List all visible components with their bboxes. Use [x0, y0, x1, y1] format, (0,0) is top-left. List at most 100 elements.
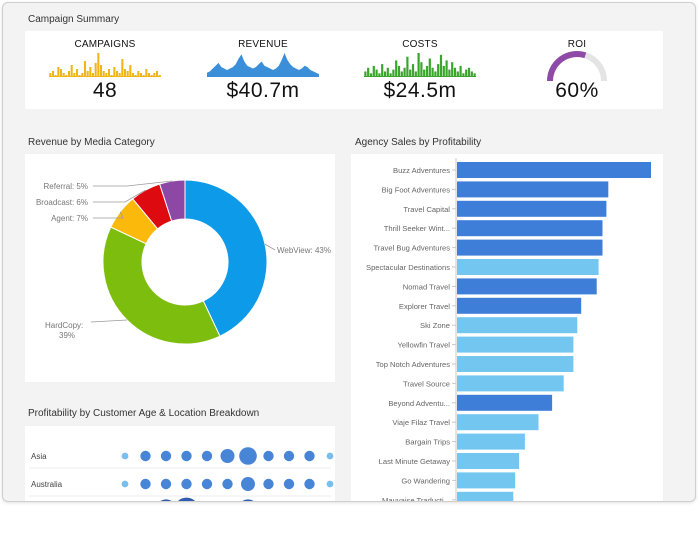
kpi-revenue[interactable]: REVENUE $40.7m [188, 31, 338, 109]
bubble-point[interactable] [263, 478, 274, 490]
costs-spark-bar [372, 65, 375, 77]
campaigns-spark-bar [123, 69, 127, 77]
bar-category-label: Yellowfin Travel [398, 341, 451, 350]
bar-agency[interactable] [457, 278, 597, 295]
revenue-by-media-title: Revenue by Media Category [28, 137, 155, 148]
agency-sales-card: Buzz Adventures Big Foot Adventures Travel… [351, 154, 663, 502]
profitability-bubble-chart[interactable]: Asia Australia [25, 426, 335, 502]
bar-agency[interactable] [457, 453, 520, 469]
costs-spark-bar [434, 71, 437, 77]
bubble-point[interactable] [201, 450, 213, 462]
campaigns-spark-bar [129, 65, 132, 77]
costs-spark-bar [456, 71, 459, 77]
bubble-point[interactable] [237, 499, 258, 502]
donut-label: 39% [59, 331, 75, 340]
bar-agency[interactable] [457, 200, 607, 217]
kpi-roi[interactable]: ROI 60% [502, 31, 652, 109]
agency-sales-bar-chart[interactable]: Buzz Adventures Big Foot Adventures Travel… [351, 154, 663, 502]
bubble-point[interactable] [304, 450, 315, 462]
costs-spark-bar [406, 56, 409, 77]
bubble-point[interactable] [155, 499, 176, 502]
campaigns-spark-bar [113, 67, 116, 77]
bar-agency[interactable] [457, 239, 603, 256]
bar-agency[interactable] [457, 317, 578, 334]
bubble-point[interactable] [160, 450, 172, 462]
bubble-point[interactable] [160, 478, 172, 490]
bubble-point[interactable] [222, 478, 233, 490]
costs-spark-bar [473, 73, 476, 77]
bubble-point[interactable] [140, 478, 151, 490]
bar-agency[interactable] [457, 356, 574, 372]
bubble-point[interactable] [220, 449, 235, 463]
bubble-point[interactable] [174, 497, 199, 502]
bubble-point[interactable] [326, 452, 334, 460]
bubble-point[interactable] [121, 480, 129, 488]
bar-agency[interactable] [457, 259, 599, 275]
campaigns-spark-bar [81, 73, 84, 77]
campaigns-spark-bar [126, 71, 129, 77]
bar-agency[interactable] [457, 414, 539, 431]
kpi-campaigns[interactable]: CAMPAIGNS 48 [30, 31, 180, 109]
campaigns-spark-bar [73, 73, 76, 77]
bubble-point[interactable] [239, 447, 257, 465]
kpi-revenue-value: $40.7m [226, 79, 300, 102]
donut-slice-webview[interactable] [184, 179, 268, 337]
bar-agency[interactable] [457, 162, 651, 178]
costs-spark-bar [465, 69, 468, 77]
bar-agency[interactable] [457, 394, 553, 411]
bubble-point[interactable] [201, 478, 213, 490]
costs-spark-bar [437, 64, 440, 77]
campaigns-spark-bar [105, 73, 108, 77]
costs-spark-bar [439, 54, 443, 77]
campaigns-spark-bar [89, 67, 92, 77]
costs-spark-bar [451, 62, 454, 77]
bubble-point[interactable] [283, 450, 295, 462]
campaign-summary-title: Campaign Summary [28, 14, 120, 25]
costs-spark-bar [453, 67, 457, 77]
kpi-card: CAMPAIGNS 48 REVENUE $40.7m COSTS $24.5m… [25, 31, 663, 109]
bar-agency[interactable] [457, 375, 564, 392]
revenue-donut-chart[interactable]: WebView: 43% HardCopy:39% Agent: 7% Broadca… [25, 154, 335, 382]
campaigns-spark-bar [57, 67, 60, 77]
bar-agency[interactable] [457, 181, 609, 198]
kpi-costs[interactable]: COSTS $24.5m [345, 31, 495, 109]
campaigns-spark-bar [70, 65, 73, 77]
revenue-spark-area [207, 53, 319, 77]
campaigns-spark-bar [147, 73, 151, 77]
costs-spark-bar [411, 64, 415, 77]
donut-label: WebView: 43% [277, 246, 331, 255]
bubble-point[interactable] [263, 450, 274, 462]
bar-agency[interactable] [457, 336, 574, 353]
bar-agency[interactable] [457, 433, 525, 450]
donut-label: Agent: 7% [51, 214, 88, 223]
donut-slice-hardcopy[interactable] [102, 226, 221, 345]
bar-agency[interactable] [457, 297, 582, 314]
bar-category-label: Ski Zone [420, 321, 450, 330]
bubble-point[interactable] [241, 477, 255, 491]
kpi-campaigns-label: CAMPAIGNS [74, 39, 136, 50]
bubble-point[interactable] [326, 480, 334, 488]
donut-leader-line [93, 189, 146, 203]
bubble-point[interactable] [181, 450, 192, 462]
bubble-point[interactable] [181, 478, 192, 490]
kpi-roi-label: ROI [567, 39, 587, 50]
campaigns-spark-bar [97, 53, 100, 77]
bubble-point[interactable] [140, 450, 151, 462]
bubble-point[interactable] [304, 478, 315, 490]
bar-agency[interactable] [457, 472, 516, 489]
bubble-point[interactable] [121, 452, 129, 460]
bar-agency[interactable] [457, 491, 514, 502]
agency-sales-title: Agency Sales by Profitability [355, 137, 482, 148]
campaigns-spark-bar [107, 69, 111, 77]
costs-spark-bar [389, 73, 392, 77]
costs-spark-bar [375, 69, 378, 77]
costs-spark-bar [369, 73, 373, 77]
bar-agency[interactable] [457, 220, 603, 237]
bar-category-label: Travel Capital [403, 205, 450, 214]
campaigns-spark-bar [83, 61, 87, 77]
campaigns-spark-bar [118, 73, 121, 77]
bubble-point[interactable] [283, 478, 295, 490]
kpi-costs-value: $24.5m [383, 79, 457, 102]
costs-spark-bar [383, 71, 387, 77]
costs-spark-bar [442, 65, 445, 77]
